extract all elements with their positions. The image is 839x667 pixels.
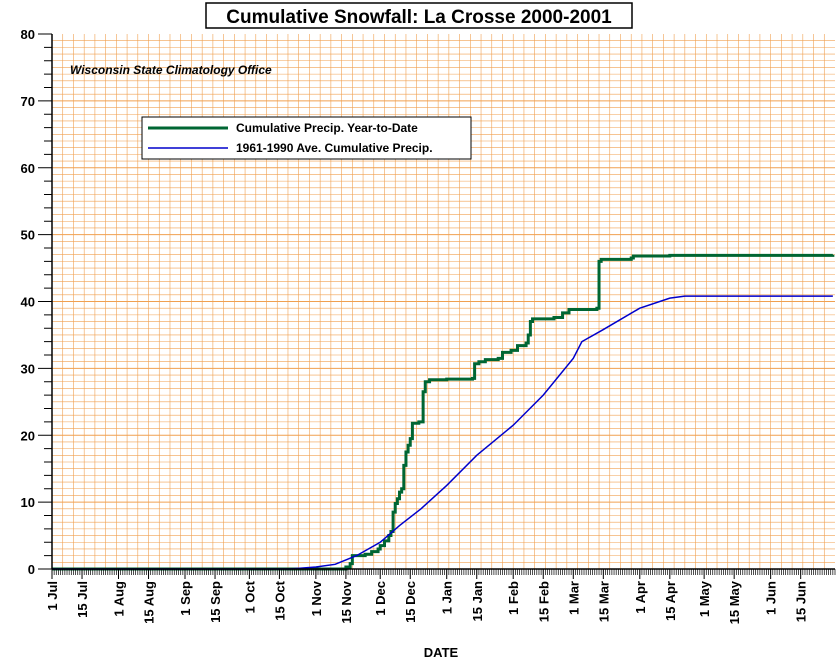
x-tick-label: 15 Dec [403,581,418,623]
chart-title: Cumulative Snowfall: La Crosse 2000-2001 [226,7,612,28]
x-tick-label: 1 Nov [309,580,324,616]
series-line-year-to-date [52,253,835,571]
x-tick-label: 1 Feb [506,581,521,615]
x-tick-label: 1 Jan [440,581,455,614]
x-tick-label: 1 Sep [178,581,193,616]
x-tick-label: 15 Nov [339,580,354,623]
legend-box [141,116,472,160]
x-tick-label: 15 Apr [663,581,678,621]
y-tick-label: 70 [21,94,35,109]
y-tick-label: 60 [21,161,35,176]
x-tick-label: 1 Aug [112,581,127,617]
chart-annotation: Wisconsin State Climatology Office [70,63,272,77]
y-tick-label: 40 [21,295,35,310]
x-tick-label: 15 Jul [75,581,90,618]
x-tick-label: 15 Aug [142,581,157,624]
x-tick-label: 1 Dec [373,581,388,616]
x-tick-label: 1 May [697,580,712,617]
x-tick-label: 1 Apr [633,581,648,614]
axes: 0 10 20 30 40 50 60 70 80 1 Jul 15 Jul 1 Aug 15 Aug 1… [21,27,836,624]
y-tick-label: 10 [21,495,35,510]
x-tick-label: 15 Mar [596,581,611,622]
legend-label-year-to-date: Cumulative Precip. Year-to-Date [236,121,418,135]
x-tick-label: 15 Sep [208,581,223,623]
x-tick-label: 1 Jul [45,581,60,611]
x-axis-label: DATE [424,645,459,660]
y-tick-label: 80 [21,27,35,42]
x-tick-label: 15 May [727,580,742,624]
series-line-average [52,295,833,570]
y-tick-label: 0 [28,562,35,577]
x-tick-label: 1 Oct [242,580,257,613]
legend-label-average: 1961-1990 Ave. Cumulative Precip. [236,141,433,155]
y-tick-label: 20 [21,428,35,443]
y-tick-label: 30 [21,361,35,376]
x-tick-label: 15 Oct [272,580,287,620]
x-tick-label: 1 Jun [764,581,779,615]
legend: Cumulative Precip. Year-to-Date 1961-199… [141,116,472,160]
series-layer [52,253,835,571]
y-tick-label: 50 [21,228,35,243]
x-tick-label: 15 Jun [794,581,809,622]
x-tick-label: 15 Feb [536,581,551,622]
title-box [205,2,633,29]
x-tick-label: 1 Mar [566,581,581,615]
x-tick-label: 15 Jan [470,581,485,622]
